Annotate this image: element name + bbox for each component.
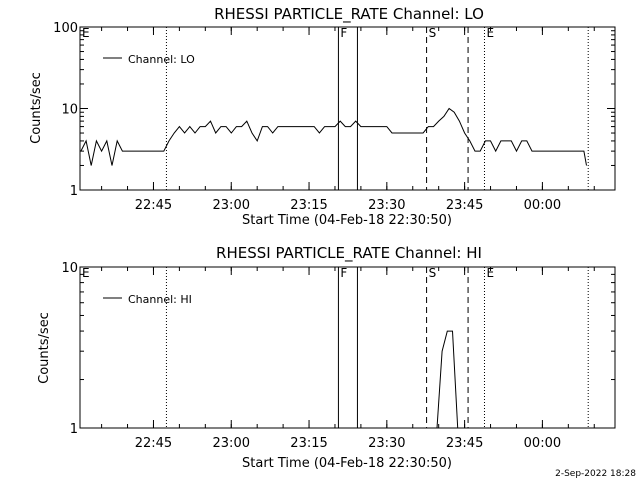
y-tick-label: 10 [61,103,78,118]
event-marker-label: E [486,26,494,40]
x-tick-label: 23:45 [446,436,483,451]
hi-channel-panel: RHESSI PARTICLE_RATE Channel: HI Counts/… [37,244,616,471]
event-marker-label: E [486,266,494,280]
x-tick-label: 23:30 [368,436,405,451]
x-tick-label: 23:45 [446,198,483,213]
data-series-line [436,330,459,429]
plot-frame [79,266,616,429]
chart-title: RHESSI PARTICLE_RATE Channel: LO [214,5,484,24]
data-series-line [80,107,587,166]
x-tick-label: 00:00 [524,198,561,213]
x-tick-label: 23:00 [213,198,250,213]
y-axis-label: Counts/sec [37,312,52,384]
plot-date-stamp: 2-Sep-2022 18:28 [555,469,636,479]
event-marker-label: E [82,26,90,40]
y-tick-label: 10 [61,261,78,276]
x-tick-label: 22:45 [135,436,172,451]
lo-channel-panel: RHESSI PARTICLE_RATE Channel: LO Counts/… [29,5,616,228]
x-tick-label: 23:15 [290,436,327,451]
event-marker-label: S [429,26,437,40]
chart-title: RHESSI PARTICLE_RATE Channel: HI [216,244,482,263]
x-tick-label: 22:45 [135,198,172,213]
legend-label: Channel: LO [128,53,195,66]
y-tick-label: 1 [70,184,78,199]
x-tick-label: 23:15 [290,198,327,213]
event-marker-label: F [340,26,347,40]
y-tick-label: 1 [70,422,78,437]
event-marker-label: S [429,266,437,280]
x-tick-label: 23:00 [213,436,250,451]
y-tick-label: 100 [53,21,78,36]
y-axis-label: Counts/sec [29,72,44,144]
legend-label: Channel: HI [128,293,192,306]
plot-frame [79,26,616,191]
event-marker-label: E [82,266,90,280]
x-axis-label: Start Time (04-Feb-18 22:30:50) [242,213,452,228]
x-tick-label: 23:30 [368,198,405,213]
x-tick-label: 00:00 [524,436,561,451]
event-marker-label: F [340,266,347,280]
x-axis-label: Start Time (04-Feb-18 22:30:50) [242,456,452,471]
